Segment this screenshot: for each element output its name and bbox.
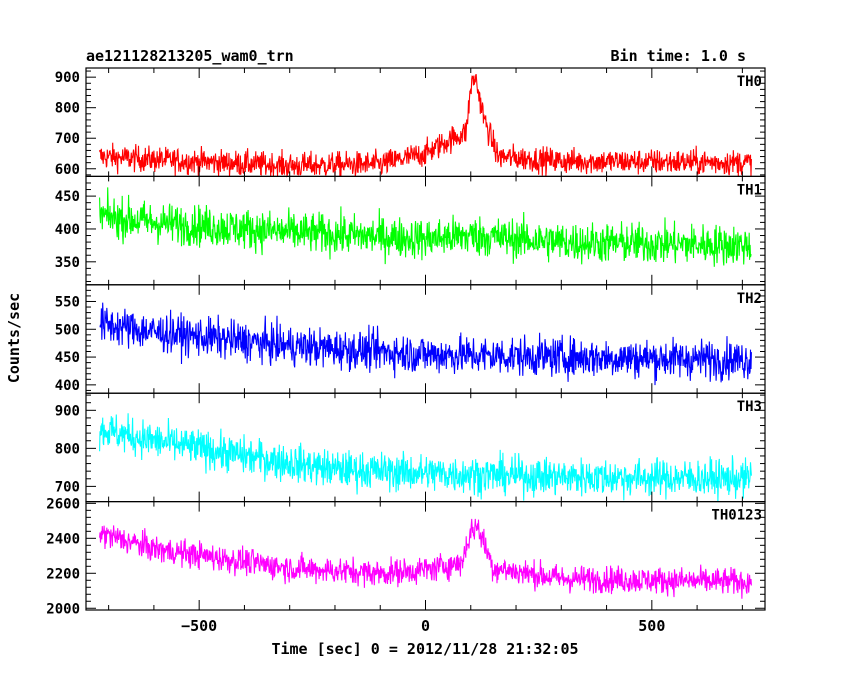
y-tick-label: 450 <box>55 189 80 205</box>
y-tick-label: 2400 <box>46 531 80 547</box>
y-tick-label: 350 <box>55 255 80 271</box>
y-tick-label: 2600 <box>46 496 80 512</box>
bin-time-label: Bin time: 1.0 s <box>611 47 746 65</box>
series-th1 <box>99 187 752 267</box>
x-tick-label: −500 <box>181 617 217 635</box>
series-th3 <box>99 413 752 502</box>
series-th0 <box>99 74 752 178</box>
y-tick-label: 450 <box>55 350 80 366</box>
panels-group: TH0 600 700 800 900 TH1 350 400 450 TH2 400 450 500 5… <box>46 67 766 635</box>
panel-label-th2: TH2 <box>737 291 762 307</box>
y-tick-label: 600 <box>55 162 80 178</box>
x-tick-label: 500 <box>638 617 665 635</box>
chart-title: ae121128213205_wam0_trn <box>86 47 294 65</box>
panel-label-th1: TH1 <box>737 182 762 198</box>
panel-frame-th0123 <box>85 501 766 611</box>
y-tick-label: 2200 <box>46 566 80 582</box>
y-tick-label: 550 <box>55 294 80 310</box>
panel-label-th3: TH3 <box>737 399 762 415</box>
x-axis-label: Time [sec] 0 = 2012/11/28 21:32:05 <box>271 640 578 658</box>
y-axis-label: Counts/sec <box>5 293 23 383</box>
series-th0123 <box>99 518 752 599</box>
y-tick-label: 700 <box>55 479 80 495</box>
y-tick-label: 900 <box>55 70 80 86</box>
panel-label-th0123: TH0123 <box>711 508 762 524</box>
x-tick-label: 0 <box>421 617 430 635</box>
y-tick-label: 400 <box>55 378 80 394</box>
y-tick-label: 800 <box>55 101 80 117</box>
y-tick-label: 800 <box>55 441 80 457</box>
y-tick-label: 400 <box>55 222 80 238</box>
y-tick-label: 500 <box>55 322 80 338</box>
y-tick-label: 900 <box>55 403 80 419</box>
panel-label-th0: TH0 <box>737 74 762 90</box>
y-tick-label: 2000 <box>46 601 80 617</box>
y-tick-label: 700 <box>55 131 80 147</box>
series-th2 <box>99 302 752 386</box>
